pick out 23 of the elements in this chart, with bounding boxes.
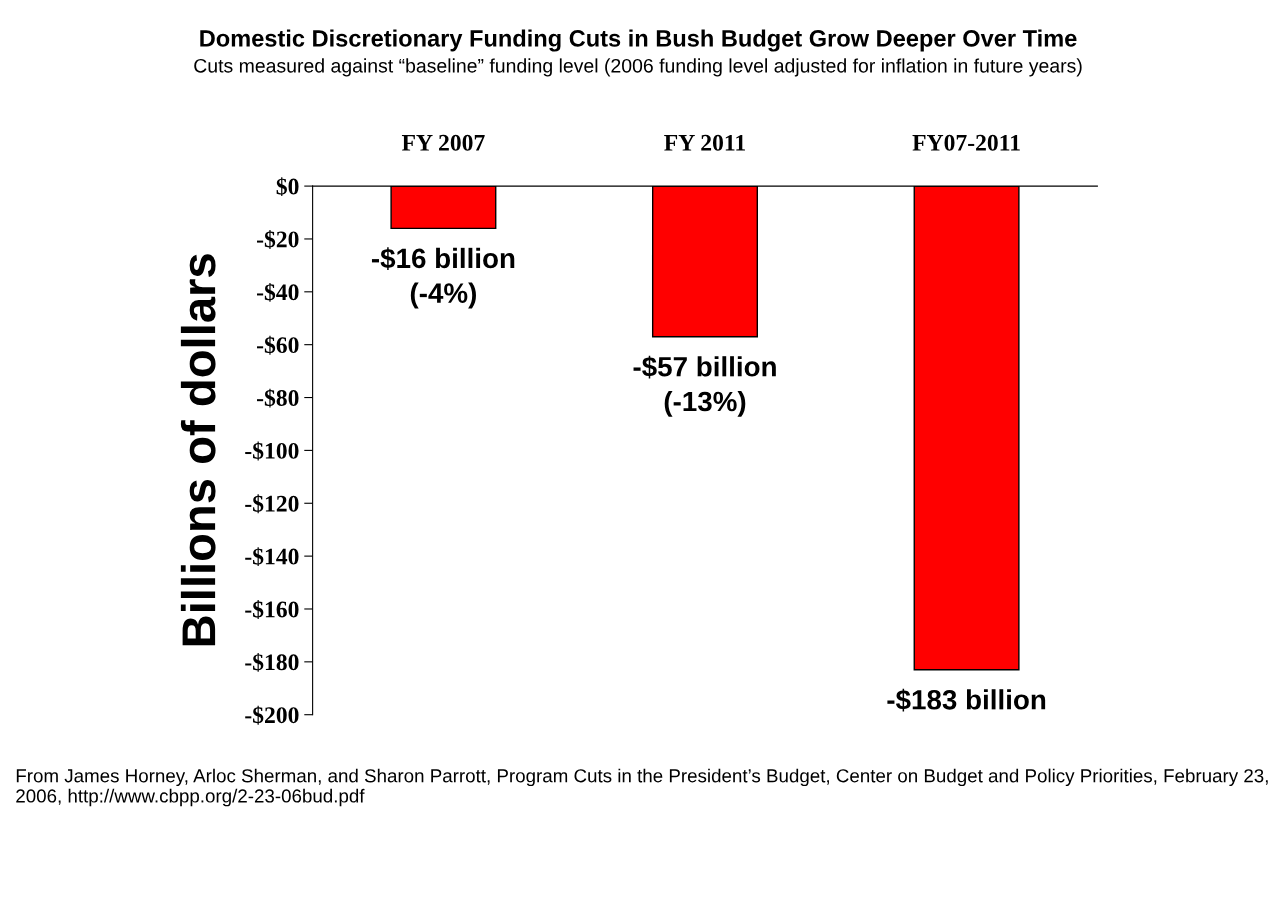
y-tick-label: -$200 xyxy=(245,705,299,725)
data-label: -$57 billion xyxy=(633,355,776,379)
y-tick-label: -$140 xyxy=(245,547,299,567)
y-tick-label: -$60 xyxy=(257,335,299,355)
chart-title: Domestic Discretionary Funding Cuts in Bush Budget Grow Deeper Over Time xyxy=(200,29,1077,52)
chart-subtitle: Cuts measured against “baseline” funding level (2006 funding level adjusted for inflation in future years) xyxy=(194,58,1082,77)
y-tick-label: -$40 xyxy=(257,282,299,302)
x-tick-label: FY 2011 xyxy=(664,134,745,151)
x-tick-label: FY 2007 xyxy=(401,134,485,151)
x-tick-label: FY07-2011 xyxy=(912,134,1020,151)
y-tick-label: -$20 xyxy=(257,230,299,249)
text: From James Horney, Arloc Sherman, and Sharon Parrott, Program Cuts in the President’s Budget, Center on Budget and Policy Priorities, February 23, 2006, http://www.cbpp.org/2-23-06bud.pdf xyxy=(16,768,1268,807)
annotation: (-13%) xyxy=(664,390,746,417)
y-tick-label: $0 xyxy=(276,177,299,197)
y-tick-label: -$160 xyxy=(245,600,299,619)
y-tick-label: -$180 xyxy=(245,652,299,672)
y-tick-label: -$100 xyxy=(245,441,299,461)
data-label: -$16 billion xyxy=(371,247,515,271)
y-axis-title: Billions of dollars xyxy=(180,254,216,646)
annotation: (-4%) xyxy=(410,282,476,309)
data-label: -$183 billion xyxy=(887,688,1046,712)
y-tick-label: -$120 xyxy=(245,494,299,514)
y-tick-label: -$80 xyxy=(257,388,299,408)
